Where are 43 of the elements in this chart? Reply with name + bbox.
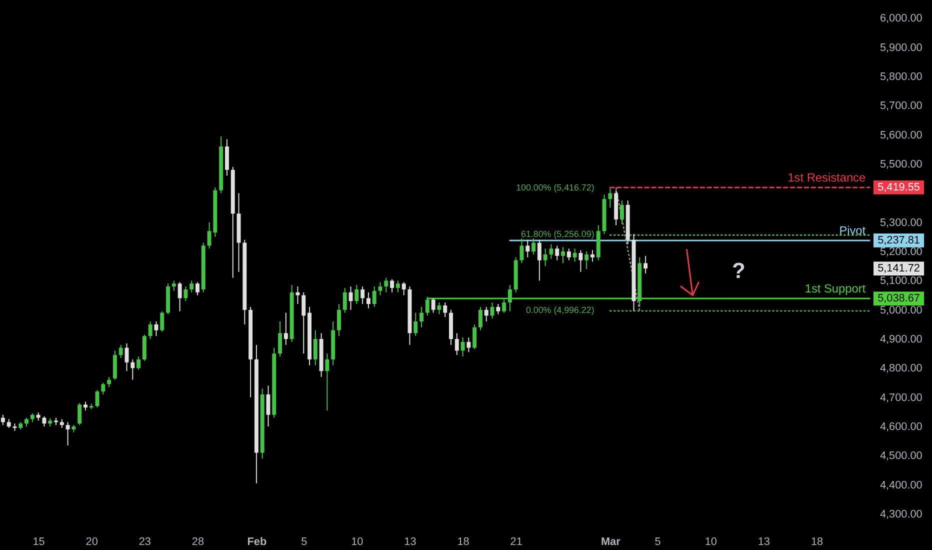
- y-tick-label: 5,700.00: [880, 100, 922, 112]
- x-tick-label: 10: [351, 536, 364, 548]
- x-tick-label: 5: [301, 536, 308, 548]
- series-label: 1st Support: [804, 282, 866, 296]
- y-tick-label: 4,500.00: [880, 450, 922, 462]
- x-tick-label: 13: [758, 536, 770, 548]
- text: 5,141.72: [878, 262, 920, 274]
- y-tick-label: 5,100.00: [880, 275, 922, 288]
- y-tick-label: 5,800.00: [880, 71, 922, 84]
- x-tick-label: Feb: [247, 536, 267, 548]
- annotation: ?: [732, 258, 746, 283]
- x-tick-label: 13: [404, 536, 416, 548]
- x-tick-label: 28: [192, 536, 204, 548]
- y-tick-label: 4,400.00: [880, 479, 922, 492]
- data-label: 5,237.81: [878, 234, 920, 246]
- x-tick-label: 15: [32, 536, 45, 548]
- annotation: 100.00% (5,416.72): [516, 182, 594, 192]
- x-tick-label: 18: [457, 536, 470, 548]
- y-tick-label: 4,700.00: [880, 392, 922, 404]
- y-tick-label: 4,300.00: [880, 508, 922, 520]
- data-label: 5,038.67: [878, 292, 920, 305]
- x-tick-label: Mar: [600, 536, 622, 548]
- y-tick-label: 5,900.00: [880, 42, 922, 54]
- x-tick-label: 21: [510, 536, 522, 548]
- data-label: 5,419.55: [878, 181, 920, 194]
- y-tick-label: 5,200.00: [880, 246, 922, 258]
- y-tick-label: 5,000.00: [880, 304, 922, 316]
- x-tick-label: 18: [810, 536, 824, 548]
- series-label: 1st Resistance: [788, 170, 866, 185]
- y-tick-label: 4,900.00: [880, 333, 922, 346]
- y-tick-label: 5,600.00: [880, 129, 922, 142]
- x-tick-label: 20: [86, 536, 98, 548]
- y-tick-label: 4,600.00: [880, 420, 922, 433]
- annotation: 61.80% (5,256.09): [521, 229, 594, 240]
- annotation: 0.00% (4,996.22): [526, 304, 594, 315]
- y-tick-label: 6,000.00: [880, 12, 922, 25]
- y-tick-label: 4,800.00: [880, 362, 922, 375]
- y-tick-label: 5,500.00: [880, 158, 922, 170]
- x-tick-label: 10: [704, 536, 717, 548]
- x-tick-label: 23: [138, 536, 151, 548]
- x-tick-label: 5: [654, 536, 661, 548]
- series-label: Pivot: [839, 224, 866, 238]
- y-tick-label: 5,300.00: [880, 216, 922, 229]
